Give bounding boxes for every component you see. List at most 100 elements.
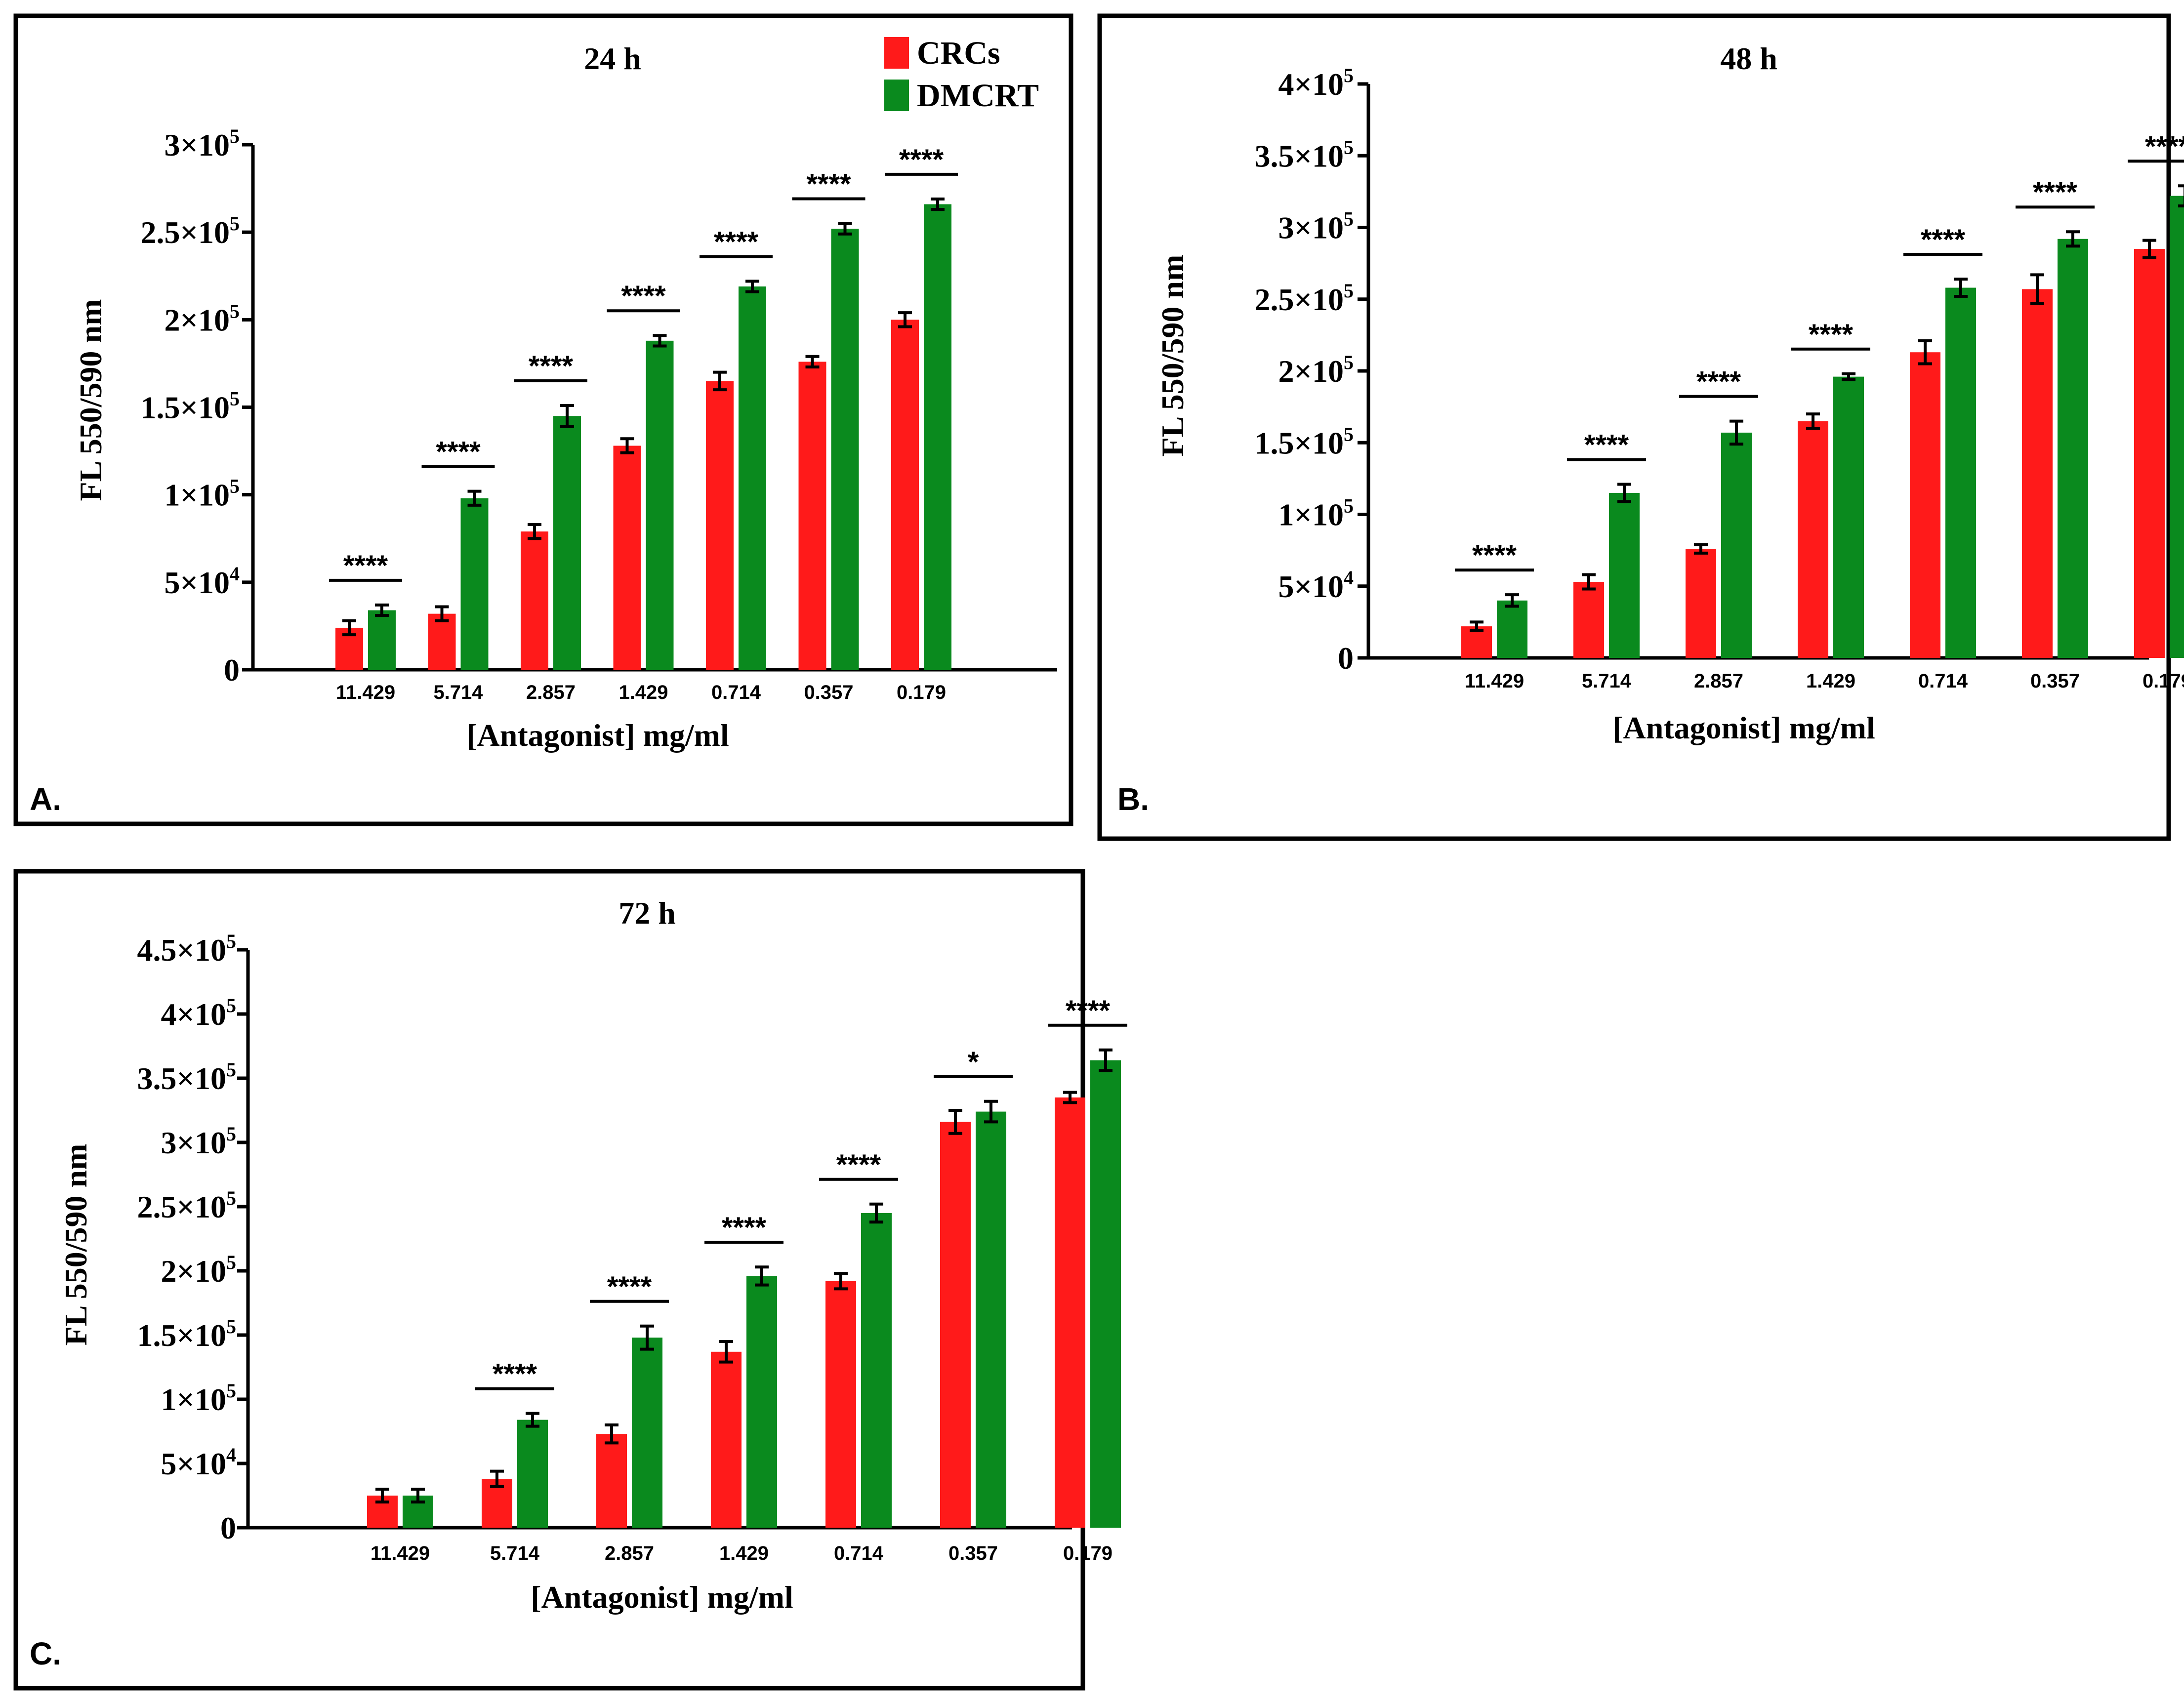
significance-marker: ****: [607, 1271, 652, 1303]
y-tick-label-base: 5×10: [161, 1446, 226, 1481]
bar-dmcrt-2.857: [553, 416, 581, 670]
y-tick-label-base: 5×10: [165, 565, 230, 600]
y-tick-label-exp: 5: [230, 212, 240, 235]
panel-letter: B.: [1117, 781, 1149, 817]
y-tick-label-exp: 5: [1344, 423, 1354, 445]
bar-dmcrt-11.429: [1497, 600, 1527, 658]
significance-marker: ****: [621, 280, 666, 312]
bar-dmcrt-2.857: [1721, 432, 1752, 658]
bar-crcs-5.714: [1573, 582, 1604, 658]
bar-crcs-0.357: [2022, 289, 2053, 658]
significance-marker: ****: [1809, 319, 1854, 351]
significance-marker: ****: [343, 550, 388, 582]
significance-marker: ****: [1584, 429, 1629, 461]
bar-crcs-2.857: [1686, 549, 1716, 658]
panel-frame: [1097, 13, 2171, 841]
x-tick-label: 0.179: [897, 682, 946, 703]
y-tick-label-base: 2.5×10: [1255, 282, 1344, 317]
x-tick-label: 1.429: [618, 682, 668, 703]
y-tick-label-base: 2×10: [165, 302, 230, 337]
y-tick-label-exp: 4: [1344, 567, 1354, 589]
y-tick-label-exp: 5: [1344, 136, 1354, 158]
x-tick-label: 1.429: [1806, 670, 1855, 692]
bar-dmcrt-0.179: [2170, 196, 2184, 658]
chart-panel-3: 05×1041×1051.5×1052×1052.5×1053×1053.5×1…: [13, 869, 1127, 1691]
y-tick-label: 3.5×105: [1255, 136, 1354, 173]
bar-crcs-0.357: [940, 1122, 971, 1528]
y-tick-label: 1.5×105: [141, 388, 240, 425]
chart-title: 48 h: [1720, 41, 1777, 76]
significance-marker: ****: [899, 144, 944, 176]
y-tick-label: 3×105: [165, 125, 240, 162]
legend-swatch-crcs: [884, 37, 909, 69]
x-tick-label: 0.714: [1918, 670, 1968, 692]
significance-marker: ****: [2033, 176, 2078, 208]
y-tick-label-base: 2×10: [161, 1254, 226, 1289]
y-tick-label-base: 1×10: [165, 478, 230, 513]
bar-crcs-5.714: [428, 613, 456, 670]
y-tick-label-base: 2×10: [1278, 354, 1344, 389]
legend: CRCs DMCRT: [884, 35, 1039, 114]
bar-dmcrt-0.714: [1945, 287, 1976, 658]
bar-dmcrt-5.714: [517, 1420, 548, 1528]
significance-marker: ****: [722, 1212, 767, 1244]
x-tick-label: 0.179: [1063, 1543, 1113, 1564]
y-tick-label-exp: 5: [226, 1123, 236, 1145]
x-tick-label: 5.714: [1582, 670, 1632, 692]
bar-crcs-1.429: [1798, 421, 1828, 658]
y-tick-label: 2×105: [165, 300, 240, 337]
x-tick-label: 11.429: [1465, 670, 1524, 692]
bar-dmcrt-0.179: [924, 204, 951, 670]
y-tick-label-exp: 5: [230, 300, 240, 322]
bar-dmcrt-0.357: [976, 1111, 1006, 1528]
bar-dmcrt-1.429: [646, 340, 674, 670]
y-tick-label-exp: 5: [226, 994, 236, 1016]
y-tick-label-base: 4×10: [161, 997, 226, 1032]
y-tick-label: 2.5×105: [137, 1187, 236, 1224]
y-tick-label-base: 1×10: [1278, 497, 1344, 532]
y-tick-label-exp: 5: [1344, 495, 1354, 517]
y-axis-title: FL 550/590 nm: [73, 299, 108, 501]
significance-marker: *: [968, 1046, 979, 1078]
x-axis-title: [Antagonist] mg/ml: [531, 1580, 793, 1615]
y-tick-label: 3.5×105: [137, 1058, 236, 1096]
legend-label-dmcrt: DMCRT: [917, 78, 1039, 114]
bar-dmcrt-2.857: [632, 1338, 662, 1528]
y-tick-label: 0: [1338, 641, 1354, 676]
y-tick-label-base: 1×10: [161, 1382, 226, 1417]
chart-title: 24 h: [584, 41, 641, 76]
y-tick-label: 1×105: [161, 1380, 236, 1417]
y-tick-label-exp: 5: [1344, 351, 1354, 373]
x-tick-label: 0.714: [711, 682, 761, 703]
y-tick-label: 2.5×105: [1255, 280, 1354, 317]
significance-marker: ****: [1696, 366, 1741, 398]
y-tick-label-base: 1.5×10: [137, 1318, 226, 1353]
y-tick-label-base: 3×10: [161, 1125, 226, 1160]
significance-marker: ****: [1921, 224, 1966, 256]
y-tick-label: 1×105: [165, 475, 240, 513]
x-axis-title: [Antagonist] mg/ml: [1612, 710, 1875, 745]
y-tick-label-base: 2.5×10: [137, 1189, 226, 1224]
bar-crcs-2.857: [596, 1434, 627, 1528]
bar-crcs-0.714: [825, 1281, 856, 1528]
bar-dmcrt-5.714: [460, 498, 489, 670]
bar-crcs-1.429: [613, 446, 641, 670]
y-tick-label: 5×104: [1278, 567, 1354, 604]
y-tick-label: 1.5×105: [1255, 423, 1354, 460]
legend-swatch-dmcrt: [884, 80, 909, 111]
y-tick-label: 5×104: [165, 563, 240, 600]
chart-panel-1: 05×1041×1051.5×1052×1052.5×1053×10511.42…: [13, 13, 1073, 826]
legend-label-crcs: CRCs: [917, 35, 1000, 71]
y-tick-label-base: 0: [220, 1510, 236, 1545]
y-tick-label-base: 3×10: [165, 127, 230, 162]
y-tick-label-base: 5×10: [1278, 569, 1344, 604]
significance-marker: ****: [1472, 539, 1517, 571]
x-tick-label: 1.429: [719, 1543, 769, 1564]
y-tick-label-base: 3×10: [1278, 210, 1344, 245]
bar-dmcrt-1.429: [1833, 376, 1864, 658]
y-tick-label-exp: 4: [230, 563, 240, 585]
y-tick-label-exp: 5: [226, 1187, 236, 1209]
x-tick-label: 0.714: [834, 1543, 884, 1564]
y-tick-label-base: 3.5×10: [1255, 138, 1344, 173]
